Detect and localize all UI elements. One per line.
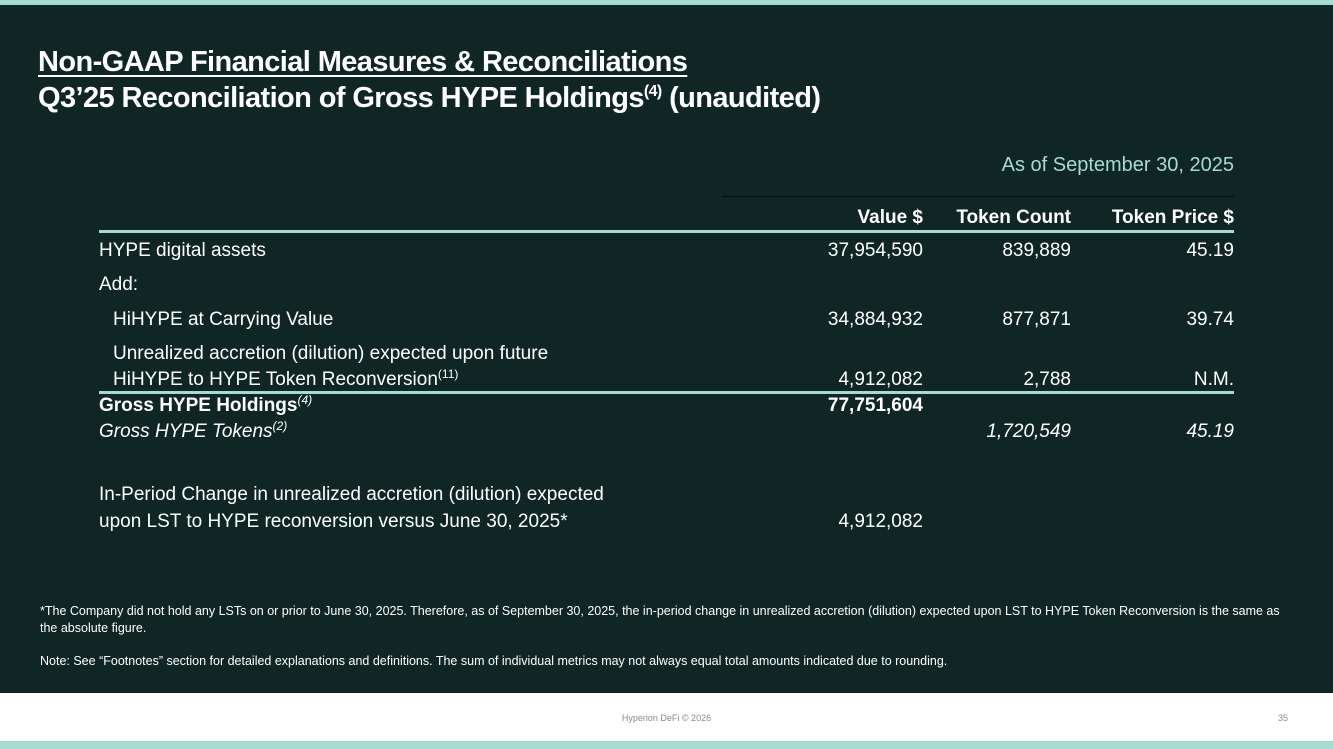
row-unrealized-price: N.M. <box>1193 369 1234 390</box>
title-line-2: Q3’25 Reconciliation of Gross HYPE Holdi… <box>38 80 821 116</box>
row-gross-holdings-label: Gross HYPE Holdings(4) <box>99 394 312 418</box>
row-gross-tokens-label: Gross HYPE Tokens(2) <box>99 420 287 444</box>
row-hihype-price: 39.74 <box>1186 309 1234 330</box>
top-stripe <box>0 0 1333 5</box>
header-token-count: Token Count <box>956 207 1071 228</box>
row-hype-label: HYPE digital assets <box>99 240 266 261</box>
row-hype-price: 45.19 <box>1186 240 1234 261</box>
header-token-price: Token Price $ <box>1111 207 1234 228</box>
row-in-period-label-1: In-Period Change in unrealized accretion… <box>99 484 604 505</box>
title-line-2-sup: (4) <box>643 83 662 100</box>
row-unrealized-label-2-text: HiHYPE to HYPE Token Reconversion <box>113 369 438 390</box>
row-gross-tokens-sup: (2) <box>272 419 288 433</box>
row-hihype-value: 34,884,932 <box>827 309 923 330</box>
row-gross-tokens-count: 1,720,549 <box>986 421 1071 442</box>
row-gross-holdings-label-text: Gross HYPE Holdings <box>99 395 298 416</box>
row-add-label: Add: <box>99 274 139 295</box>
row-hype-count: 839,889 <box>1002 240 1071 261</box>
row-gross-holdings-sup: (4) <box>297 393 313 407</box>
main-area <box>0 5 1333 693</box>
row-gross-holdings-value: 77,751,604 <box>827 395 923 416</box>
footer-area <box>0 693 1333 741</box>
title-line-2-text: Q3’25 Reconciliation of Gross HYPE Holdi… <box>38 82 644 114</box>
row-unrealized-label-1: Unrealized accretion (dilution) expected… <box>113 343 549 364</box>
row-gross-tokens-label-text: Gross HYPE Tokens <box>99 421 273 442</box>
bottom-stripe <box>0 741 1333 749</box>
header-top-rule <box>722 196 1234 197</box>
title-line-2-suffix: (unaudited) <box>661 82 821 114</box>
row-hihype-label: HiHYPE at Carrying Value <box>113 309 334 330</box>
page-number: 35 <box>1277 713 1288 723</box>
row-unrealized-sup: (11) <box>437 367 459 381</box>
row-hype-value: 37,954,590 <box>827 240 923 261</box>
as-of-date: As of September 30, 2025 <box>1001 154 1234 176</box>
header-rule <box>99 230 1234 233</box>
footnote-note: Note: See “Footnotes” section for detail… <box>40 654 948 668</box>
footnote-asterisk: *The Company did not hold any LSTs on or… <box>40 604 1280 635</box>
row-unrealized-count: 2,788 <box>1023 369 1071 390</box>
total-rule <box>99 391 1234 394</box>
slide-title: Non-GAAP Financial Measures & Reconcilia… <box>38 44 821 116</box>
row-unrealized-value: 4,912,082 <box>838 369 923 390</box>
row-gross-tokens-price: 45.19 <box>1186 421 1234 442</box>
footer-brand: Hyperion DeFi © 2026 <box>621 713 712 723</box>
header-value: Value $ <box>857 207 924 228</box>
row-unrealized-label-2: HiHYPE to HYPE Token Reconversion(11) <box>113 368 458 392</box>
row-in-period-value: 4,912,082 <box>838 511 923 532</box>
title-line-1: Non-GAAP Financial Measures & Reconcilia… <box>38 46 688 78</box>
row-hihype-count: 877,871 <box>1002 309 1071 330</box>
row-in-period-label-2: upon LST to HYPE reconversion versus Jun… <box>99 511 568 532</box>
